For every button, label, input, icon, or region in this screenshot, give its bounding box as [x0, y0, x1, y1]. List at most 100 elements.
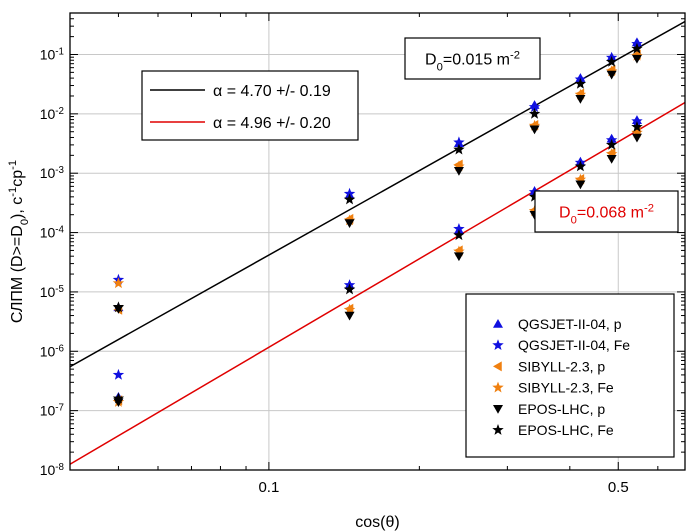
tick-exponent: -8 [55, 462, 64, 473]
data-point [453, 160, 465, 172]
data-point [528, 107, 541, 119]
data-point [605, 148, 618, 159]
fit-legend: α = 4.70 +/- 0.19 α = 4.96 +/- 0.20 [141, 70, 359, 141]
data-point [574, 160, 587, 172]
data-point [453, 136, 465, 148]
legend-marker [493, 361, 502, 372]
data-point [631, 115, 643, 127]
data-point [529, 125, 540, 135]
text-part: D [425, 52, 437, 69]
fit-legend-label: α = 4.70 +/- 0.19 [213, 83, 331, 100]
data-point [343, 193, 356, 205]
data-point [343, 187, 356, 199]
y-tick-label: 10-2 [40, 105, 64, 122]
tick-base: 10 [40, 225, 56, 241]
fit-legend-label: α = 4.96 +/- 0.20 [213, 115, 331, 132]
data-point [631, 133, 642, 143]
annotation-text: D0=0.068 m-2 [559, 203, 654, 227]
series-legend: QGSJET-II-04, p QGSJET-II-04, Fe SIBYLL-2.… [465, 293, 675, 458]
annotation-box [404, 37, 541, 80]
y-tick-label: 10-8 [40, 462, 65, 479]
data-point [631, 121, 643, 132]
text-part: ), с [9, 197, 26, 219]
data-point [453, 167, 464, 176]
tick-exponent: -2 [55, 105, 64, 116]
y-tick-label: 10-5 [40, 283, 65, 300]
superscript: -2 [510, 50, 520, 62]
text-part: СЛПМ (D>=D [9, 225, 26, 323]
tick-exponent: -1 [55, 46, 64, 57]
data-point [631, 42, 643, 54]
data-point [453, 229, 465, 241]
subscript: 0 [437, 62, 443, 74]
tick-exponent: -7 [55, 402, 64, 413]
legend-label: QGSJET-II-04, p [518, 316, 622, 332]
text-part: ср [9, 170, 26, 187]
data-point [344, 311, 355, 321]
data-point [112, 368, 125, 380]
data-point [575, 180, 586, 190]
text-part: D [559, 205, 571, 222]
data-point [605, 55, 618, 67]
y-tick-label: 10-3 [40, 165, 65, 182]
text-part: =0.015 m [443, 52, 510, 69]
fit-legend-box [141, 70, 359, 141]
tick-exponent: -4 [55, 224, 64, 235]
legend-label: EPOS-LHC, p [518, 401, 605, 417]
y-axis-label: СЛПМ (D>=D0), с-1ср-1 [7, 160, 31, 323]
legend-marker [492, 339, 504, 351]
data-point [574, 77, 587, 89]
data-point [606, 155, 617, 164]
annotation-d0-upper: D0=0.015 m-2 [404, 37, 541, 80]
legend-label: EPOS-LHC, Fe [518, 422, 614, 438]
data-point [528, 101, 541, 112]
tick-base: 10 [40, 403, 56, 419]
data-point [574, 88, 587, 100]
subscript: 0 [19, 219, 31, 225]
data-point [453, 245, 465, 257]
data-point [343, 303, 356, 315]
tick-base: 10 [40, 284, 56, 300]
data-point [453, 252, 464, 262]
data-point [575, 94, 586, 104]
x-tick-label: 0.1 [258, 479, 279, 496]
legend-label: SIBYLL-2.3, Fe [518, 380, 614, 396]
data-point [528, 119, 541, 131]
legend-marker [493, 405, 503, 414]
y-tick-label: 10-1 [40, 46, 64, 63]
annotation-d0-lower: D0=0.068 m-2 [534, 190, 679, 233]
data-point [606, 70, 617, 80]
data-point [344, 219, 355, 228]
tick-exponent: -6 [55, 343, 64, 354]
annotation-box [534, 190, 679, 233]
axes: 0.1 0.510-810-710-610-510-410-310-210-1 [40, 12, 685, 496]
text-part: =0.068 m [577, 205, 644, 222]
data-point [112, 392, 125, 404]
tick-exponent: -5 [55, 283, 64, 294]
data-point [631, 54, 642, 64]
x-tick-label: 0.5 [608, 479, 629, 496]
legend-marker [493, 319, 503, 328]
data-point [112, 301, 125, 313]
subscript: 0 [571, 215, 577, 227]
data-point [453, 143, 465, 155]
legend-marker [492, 381, 504, 393]
data-point [574, 173, 587, 185]
y-tick-label: 10-4 [40, 224, 65, 241]
legend-label: SIBYLL-2.3, p [518, 358, 605, 374]
data-point [112, 277, 125, 289]
y-tick-label: 10-7 [40, 402, 64, 419]
data-point [631, 126, 643, 138]
tick-base: 10 [40, 165, 56, 181]
annotation-text: D0=0.015 m-2 [425, 50, 520, 74]
superscript: -1 [7, 187, 19, 197]
tick-base: 10 [40, 462, 56, 478]
y-tick-label: 10-6 [40, 343, 65, 360]
tick-exponent: -3 [55, 165, 64, 176]
annotations: D0=0.015 m-2D0=0.068 m-2 [404, 37, 679, 233]
data-point [605, 138, 618, 150]
legend-label: QGSJET-II-04, Fe [518, 337, 630, 353]
data-point [343, 283, 356, 295]
tick-base: 10 [40, 343, 56, 359]
